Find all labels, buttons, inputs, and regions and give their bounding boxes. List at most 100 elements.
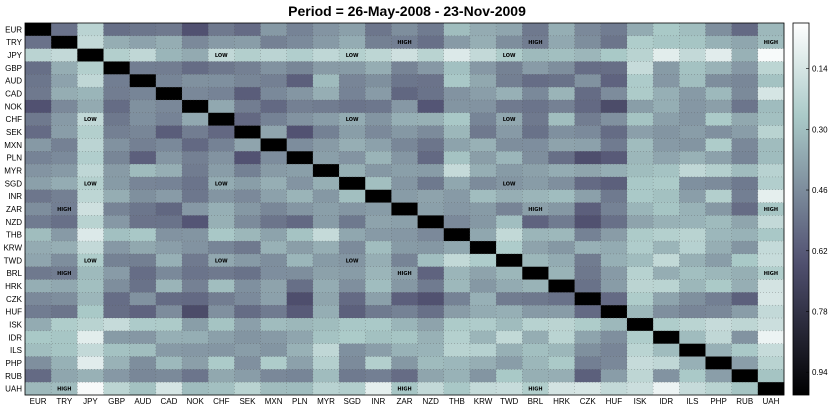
heatmap-cell-nzd-ils bbox=[679, 215, 706, 229]
heatmap-cell-ils-cad bbox=[155, 343, 183, 357]
heatmap-cell-zar-rub bbox=[731, 202, 759, 216]
heatmap-cell-gbp-isk bbox=[626, 61, 654, 75]
heatmap-cell-mxn-thb bbox=[443, 138, 471, 152]
heatmap-cell-gbp-gbp bbox=[103, 61, 130, 75]
heatmap-cell-huf-twd bbox=[496, 305, 523, 319]
colorbar-tick-label: 0.14 bbox=[812, 65, 828, 74]
heatmap-cell-huf-czk bbox=[574, 305, 602, 319]
heatmap-cell-brl-cad bbox=[155, 266, 183, 280]
heatmap-cell-sek-isk bbox=[626, 125, 654, 139]
heatmap-cell-mxn-huf bbox=[600, 138, 628, 152]
heatmap-cell-cad-idr bbox=[653, 87, 680, 101]
heatmap-cell-brl-zar bbox=[391, 266, 418, 280]
heatmap-cell-eur-huf bbox=[600, 23, 628, 37]
heatmap-cell-myr-myr bbox=[312, 164, 340, 178]
heatmap-cell-gbp-uah bbox=[757, 61, 785, 75]
heatmap-cell-rub-sek bbox=[234, 369, 261, 383]
heatmap-cell-zar-krw bbox=[469, 202, 497, 216]
heatmap-cell-rub-myr bbox=[312, 369, 340, 383]
heatmap-cell-zar-idr bbox=[653, 202, 680, 216]
heatmap-cell-ils-eur bbox=[25, 343, 52, 357]
heatmap-cell-myr-nzd bbox=[417, 164, 445, 178]
y-tick-label-rub: RUB bbox=[5, 372, 22, 381]
heatmap-cell-pln-pln bbox=[286, 151, 314, 165]
heatmap-cell-twd-chf bbox=[208, 253, 235, 268]
heatmap-cell-aud-inr bbox=[365, 74, 392, 88]
heatmap-cell-mxn-isk bbox=[626, 138, 654, 152]
y-tick-label-try: TRY bbox=[6, 38, 23, 47]
annotation-low-twd-jpy: LOW bbox=[84, 258, 97, 264]
heatmap-cell-huf-cad bbox=[155, 305, 183, 319]
annotation-high-try-uah: HIGH bbox=[764, 40, 778, 46]
heatmap-cell-uah-aud bbox=[129, 382, 157, 396]
heatmap-cell-sgd-chf bbox=[208, 176, 235, 191]
annotation-low-sgd-jpy: LOW bbox=[84, 181, 97, 187]
heatmap-cell-cad-rub bbox=[731, 87, 759, 101]
heatmap-cell-krw-huf bbox=[600, 241, 628, 255]
heatmap-cell-sgd-huf bbox=[600, 176, 628, 191]
heatmap-cell-gbp-jpy bbox=[77, 61, 104, 75]
heatmap-cell-idr-hrk bbox=[548, 330, 575, 344]
heatmap-cell-czk-myr bbox=[312, 292, 340, 306]
heatmap-cell-thb-hrk bbox=[548, 228, 575, 242]
heatmap-cell-cad-krw bbox=[469, 87, 497, 101]
heatmap-cell-aud-cad bbox=[155, 74, 183, 88]
heatmap-cell-chf-thb bbox=[443, 112, 471, 126]
heatmap-cell-twd-try bbox=[51, 253, 78, 268]
heatmap-cell-aud-huf bbox=[600, 74, 628, 88]
heatmap-cell-brl-eur bbox=[25, 266, 52, 280]
heatmap-cell-aud-aud bbox=[129, 74, 157, 88]
heatmap-cell-nok-krw bbox=[469, 99, 497, 114]
heatmap-cell-pln-uah bbox=[757, 151, 785, 165]
heatmap-cell-try-huf bbox=[600, 35, 628, 49]
heatmap-cell-mxn-jpy bbox=[77, 138, 104, 152]
heatmap-cell-php-jpy bbox=[77, 356, 104, 370]
heatmap-cell-isk-inr bbox=[365, 318, 392, 332]
heatmap-cell-chf-rub bbox=[731, 112, 759, 126]
heatmap-cell-inr-gbp bbox=[103, 189, 130, 203]
annotation-low-jpy-sgd: LOW bbox=[346, 53, 359, 59]
heatmap-cell-try-twd bbox=[496, 35, 523, 49]
heatmap-cell-idr-chf bbox=[208, 330, 235, 344]
heatmap-cell-try-idr bbox=[653, 35, 680, 49]
heatmap-cell-eur-aud bbox=[129, 23, 157, 37]
heatmap-cell-twd-huf bbox=[600, 253, 628, 268]
heatmap-cell-brl-hrk bbox=[548, 266, 575, 280]
heatmap-cell-nok-hrk bbox=[548, 99, 575, 114]
heatmap-cell-czk-idr bbox=[653, 292, 680, 306]
heatmap-cell-thb-myr bbox=[312, 228, 340, 242]
heatmap-cell-brl-brl bbox=[522, 266, 549, 280]
x-tick-label-thb: THB bbox=[449, 397, 465, 406]
heatmap-cell-sek-czk bbox=[574, 125, 602, 139]
heatmap-cell-krw-czk bbox=[574, 241, 602, 255]
heatmap-cell-try-sek bbox=[234, 35, 261, 49]
heatmap-cell-rub-nzd bbox=[417, 369, 445, 383]
heatmap-cell-hrk-zar bbox=[391, 279, 418, 293]
heatmap-cell-inr-rub bbox=[731, 189, 759, 203]
heatmap-cell-nzd-uah bbox=[757, 215, 785, 229]
heatmap-cell-huf-rub bbox=[731, 305, 759, 319]
x-tick-label-twd: TWD bbox=[500, 397, 518, 406]
heatmap-cell-rub-huf bbox=[600, 369, 628, 383]
heatmap-cell-hrk-mxn bbox=[260, 279, 288, 293]
heatmap-cell-gbp-brl bbox=[522, 61, 549, 75]
heatmap-cell-twd-nok bbox=[182, 253, 209, 268]
heatmap-cell-cad-eur bbox=[25, 87, 52, 101]
heatmap-cell-jpy-php bbox=[705, 48, 732, 62]
heatmap-cell-krw-try bbox=[51, 241, 78, 255]
heatmap-cell-krw-nzd bbox=[417, 241, 445, 255]
heatmap-cell-chf-myr bbox=[312, 112, 340, 126]
heatmap-cell-aud-chf bbox=[208, 74, 235, 88]
heatmap-cell-inr-sgd bbox=[339, 189, 366, 203]
heatmap-cell-twd-czk bbox=[574, 253, 602, 268]
heatmap-cell-czk-huf bbox=[600, 292, 628, 306]
heatmap-cell-thb-thb bbox=[443, 228, 471, 242]
heatmap-cell-twd-rub bbox=[731, 253, 759, 268]
heatmap-cell-jpy-inr bbox=[365, 48, 392, 62]
heatmap-cell-jpy-twd bbox=[496, 48, 523, 62]
annotation-high-uah-zar: HIGH bbox=[397, 387, 411, 393]
heatmap-cell-jpy-hrk bbox=[548, 48, 575, 62]
heatmap-cell-inr-thb bbox=[443, 189, 471, 203]
heatmap-cell-hrk-nok bbox=[182, 279, 209, 293]
heatmap-cell-hrk-nzd bbox=[417, 279, 445, 293]
